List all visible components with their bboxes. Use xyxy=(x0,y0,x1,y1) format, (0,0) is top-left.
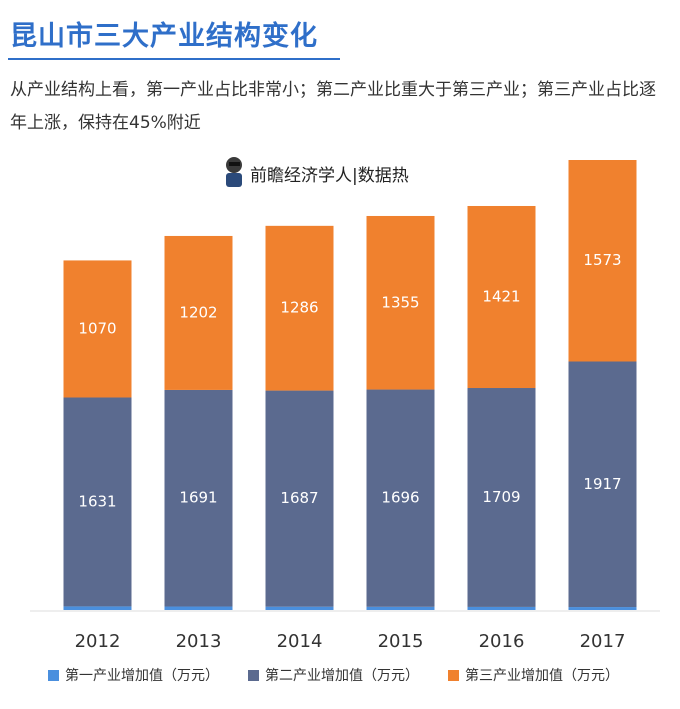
legend-label: 第二产业增加值（万元） xyxy=(265,667,419,684)
bar-segment xyxy=(164,235,233,390)
bar-segment xyxy=(467,606,536,610)
x-tick-label: 2012 xyxy=(75,631,121,652)
brand: 前瞻经济学人|数据热 xyxy=(250,166,409,186)
bar-segment xyxy=(366,389,435,607)
bar-segment xyxy=(63,397,132,607)
x-tick-label: 2013 xyxy=(176,631,222,652)
legend-swatch xyxy=(448,670,459,681)
bar-segment xyxy=(63,606,132,610)
bar-segment xyxy=(164,606,233,610)
x-tick-label: 2017 xyxy=(580,631,626,652)
bar-segment xyxy=(265,606,334,610)
bar-segment xyxy=(568,160,637,362)
brand-icon xyxy=(226,157,242,187)
data-label: 1355 xyxy=(381,293,419,311)
data-label: 1631 xyxy=(78,492,116,510)
chart-title: 昆山市三大产业结构变化 xyxy=(10,21,318,52)
data-label: 1917 xyxy=(583,475,621,493)
title-rule xyxy=(8,58,340,60)
bar-segment xyxy=(265,225,334,391)
legend-swatch xyxy=(248,670,259,681)
bar-segment xyxy=(366,215,435,390)
data-label: 1202 xyxy=(179,303,217,321)
bar-segment xyxy=(265,390,334,607)
data-label: 1286 xyxy=(280,299,318,317)
chart-subtitle: 从产业结构上看，第一产业占比非常小；第二产业比重大于第三产业；第三产业占比逐年上… xyxy=(10,80,656,133)
data-label: 1709 xyxy=(482,488,520,506)
data-label: 1070 xyxy=(78,319,116,337)
legend-swatch xyxy=(48,670,59,681)
data-label: 1573 xyxy=(583,251,621,269)
bar-segment xyxy=(467,388,536,607)
legend-label: 第一产业增加值（万元） xyxy=(65,667,219,684)
data-label: 1691 xyxy=(179,489,217,507)
x-tick-label: 2016 xyxy=(479,631,525,652)
bar-segment xyxy=(366,606,435,610)
legend-label: 第三产业增加值（万元） xyxy=(465,667,619,684)
x-tick-label: 2014 xyxy=(277,631,323,652)
bar-segment xyxy=(164,389,233,607)
x-tick-label: 2015 xyxy=(378,631,424,652)
bar-segment xyxy=(568,607,637,610)
data-label: 1687 xyxy=(280,489,318,507)
bar-segment xyxy=(467,205,536,389)
data-label: 1696 xyxy=(381,489,419,507)
bar-segment xyxy=(63,260,132,398)
data-label: 1421 xyxy=(482,287,520,305)
bar-segment xyxy=(568,361,637,608)
